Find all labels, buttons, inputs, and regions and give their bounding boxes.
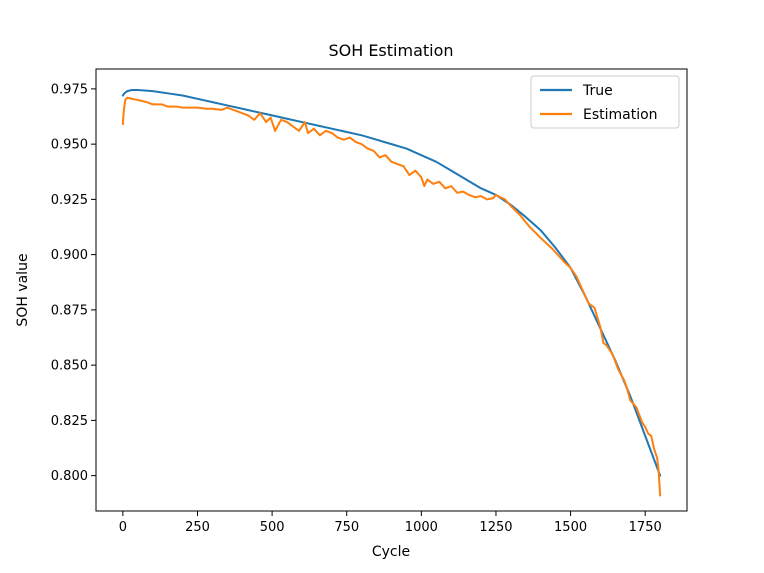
x-tick-label: 0 xyxy=(119,520,127,535)
chart-title: SOH Estimation xyxy=(328,41,453,60)
x-tick-label: 500 xyxy=(260,520,285,535)
legend-label-true: True xyxy=(582,83,613,99)
x-tick-label: 1750 xyxy=(629,520,662,535)
series-line-estimation xyxy=(121,96,662,497)
x-tick-label: 750 xyxy=(334,520,359,535)
series-layer xyxy=(121,88,662,497)
y-tick-label: 0.875 xyxy=(51,303,88,318)
x-tick-label: 1000 xyxy=(405,520,438,535)
y-tick-label: 0.925 xyxy=(51,193,88,208)
x-axis-label: Cycle xyxy=(372,544,410,560)
y-axis-label: SOH value xyxy=(15,253,31,326)
x-tick-label: 250 xyxy=(185,520,210,535)
legend-label-estimation: Estimation xyxy=(583,107,658,123)
plot-area xyxy=(95,68,688,512)
y-tick-label: 0.800 xyxy=(51,469,88,484)
y-tick-label: 0.975 xyxy=(51,82,88,97)
legend: True Estimation xyxy=(530,75,680,129)
series-line-true xyxy=(121,88,662,477)
x-tick-label: 1250 xyxy=(479,520,512,535)
y-axis-ticks: 0.800 0.825 0.850 0.875 0.900 0.925 0.950 0.975 xyxy=(51,82,96,484)
y-tick-label: 0.850 xyxy=(51,359,88,374)
x-tick-label: 1500 xyxy=(554,520,587,535)
y-tick-label: 0.900 xyxy=(51,248,88,263)
y-tick-label: 0.950 xyxy=(51,138,88,153)
y-tick-label: 0.825 xyxy=(51,414,88,429)
x-axis-ticks: 0 250 500 750 1000 1250 1500 1750 xyxy=(119,511,662,535)
